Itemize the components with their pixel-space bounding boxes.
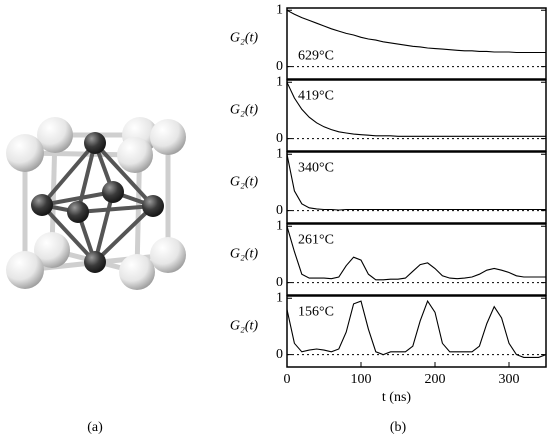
y-axis-label: G₂(t) <box>230 31 259 46</box>
plot-frame <box>286 295 547 368</box>
panel-label: (a) <box>87 420 103 435</box>
y-axis-label: G₂(t) <box>230 175 259 190</box>
y-tick-label: 1 <box>276 74 283 89</box>
annotation: 156°C <box>298 305 334 320</box>
annotation: 340°C <box>298 161 334 176</box>
y-axis-label: G₂(t) <box>230 247 259 262</box>
y-tick-label: 1 <box>276 290 283 305</box>
data-line <box>286 154 546 211</box>
y-tick-label: 0 <box>276 131 283 146</box>
annotation: 419°C <box>298 89 334 104</box>
y-tick-label: 1 <box>276 146 283 161</box>
y-tick-label: 0 <box>276 59 283 74</box>
y-tick-label: 1 <box>276 218 283 233</box>
data-line <box>286 82 546 137</box>
data-line <box>286 9 546 54</box>
y-axis-label: G₂(t) <box>230 319 259 334</box>
plot-frame <box>286 79 547 152</box>
annotation: 261°C <box>298 233 334 248</box>
x-tick-label: 300 <box>499 372 520 387</box>
x-tick-label: 0 <box>284 372 291 387</box>
annotation: 629°C <box>298 49 334 64</box>
x-axis-label: t (ns) <box>382 390 412 405</box>
data-line <box>286 226 546 281</box>
y-axis-label: G₂(t) <box>230 103 259 118</box>
data-line <box>286 299 547 358</box>
x-tick-label: 200 <box>425 372 446 387</box>
panel-label: (b) <box>390 420 407 435</box>
x-tick-label: 100 <box>351 372 372 387</box>
y-tick-label: 0 <box>276 203 283 218</box>
plot-frame <box>286 151 547 224</box>
y-tick-label: 1 <box>276 2 283 17</box>
y-tick-label: 0 <box>276 347 283 362</box>
y-tick-label: 0 <box>276 275 283 290</box>
molecule <box>6 117 186 290</box>
plot-frame <box>286 7 547 80</box>
plot-frame <box>286 223 547 296</box>
